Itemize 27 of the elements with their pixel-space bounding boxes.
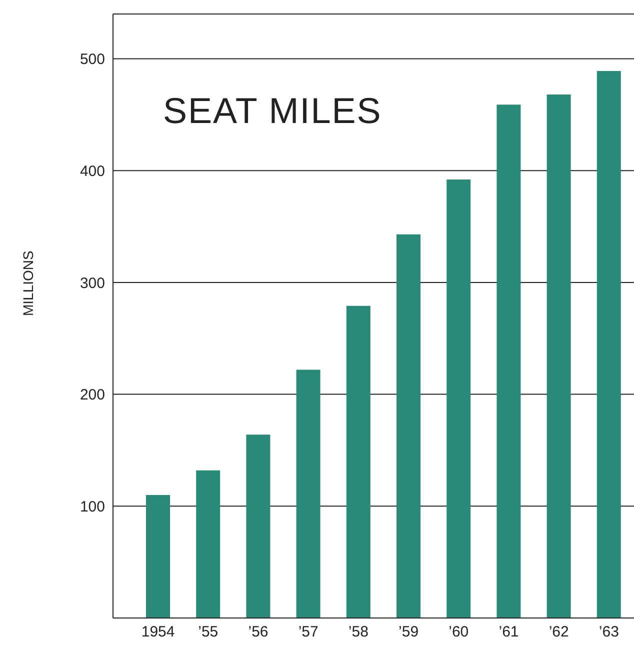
x-tick-label: 1954 [141,624,175,641]
y-tick-label: 100 [80,498,105,516]
x-tick-label: ’60 [448,624,469,641]
x-tick-label: ’59 [398,624,419,641]
bar [196,470,220,618]
bar [346,306,370,618]
x-tick-label: ’58 [348,624,368,641]
bar [146,494,170,618]
bar [496,104,521,618]
x-tick-label: ’57 [298,624,318,641]
x-tick-label: ’62 [548,624,569,641]
bar [596,71,621,618]
y-tick-label: 300 [80,274,105,292]
x-tick-label: ’63 [598,624,619,641]
bar [296,370,320,618]
x-tick-label: ’61 [498,624,519,641]
x-tick-label: ’56 [248,624,268,641]
bar [546,94,571,618]
x-tick-label: ’55 [198,624,218,641]
bar [246,434,270,618]
bar [446,180,471,618]
bar [396,234,420,618]
y-tick-label: 200 [80,386,105,404]
y-tick-label: 400 [80,162,105,180]
y-tick-label: 500 [80,51,105,68]
text: SEAT MILES [163,90,382,132]
y-axis-title: MILLIONS [20,250,36,316]
